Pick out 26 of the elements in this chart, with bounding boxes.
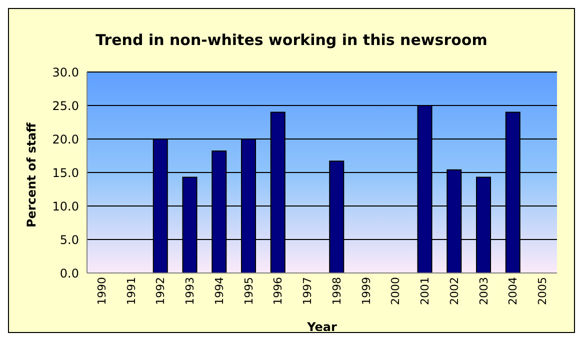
x-tick-label: 1994 <box>212 277 226 305</box>
y-tick-label: 20.0 <box>52 132 79 146</box>
x-tick-label: 2002 <box>448 277 461 305</box>
x-tick-label: 1990 <box>95 277 108 305</box>
y-tick-label: 15.0 <box>52 166 79 180</box>
x-tick-label: 1991 <box>124 277 138 305</box>
x-tick-label: 1993 <box>184 277 197 305</box>
x-tick-label: 1992 <box>154 277 168 305</box>
x-tick-label: 2004 <box>506 277 520 305</box>
x-tick-label: 1997 <box>301 277 314 305</box>
x-tick-label: 2000 <box>389 277 402 305</box>
y-tick-label: 10.0 <box>52 199 79 214</box>
y-tick-label: 25.0 <box>52 98 79 113</box>
x-tick-label: 2001 <box>418 277 432 305</box>
chart-title: Trend in non-whites working in this newsroom <box>94 31 488 49</box>
x-axis-title: Year <box>306 320 337 334</box>
x-tick-label: 1998 <box>330 277 344 305</box>
x-tick-label: 1996 <box>272 277 285 305</box>
x-tick-label: 2003 <box>477 277 490 305</box>
y-tick-label: 0.0 <box>60 266 79 280</box>
x-tick-label: 1999 <box>360 277 373 305</box>
x-tick-label: 2005 <box>536 277 550 305</box>
y-tick-label: 5.0 <box>60 232 79 247</box>
y-axis-title: Percent of staff <box>24 122 38 228</box>
x-tick-label: 1995 <box>242 277 256 305</box>
y-tick-label: 30.0 <box>52 65 79 80</box>
